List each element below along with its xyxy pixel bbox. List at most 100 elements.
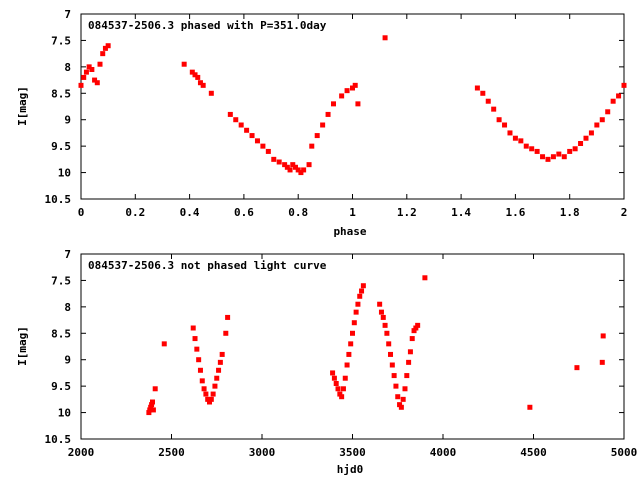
data-point: [529, 146, 535, 152]
data-point: [192, 336, 198, 342]
data-point: [212, 383, 218, 389]
y-tick-group: 7 7.5 8 8.5 9 9.5 10 10.5: [45, 8, 624, 206]
data-point: [594, 122, 600, 128]
data-point: [344, 362, 350, 368]
x-tick-label: 5000: [611, 446, 638, 459]
data-point: [265, 148, 271, 154]
data-point: [295, 167, 301, 173]
y-tick-label: 9: [64, 114, 71, 127]
chart-unphased: 084537-2506.3 not phased light curve 200…: [16, 248, 637, 476]
x-axis-label: phase: [333, 225, 366, 238]
data-point: [339, 394, 345, 400]
data-point: [561, 154, 567, 160]
data-point: [196, 357, 202, 363]
data-point: [407, 349, 413, 355]
data-point: [210, 391, 216, 397]
data-point: [337, 391, 343, 397]
data-point: [150, 407, 156, 413]
data-point: [382, 322, 388, 328]
data-point: [350, 85, 355, 91]
data-point: [491, 106, 497, 112]
data-point: [290, 162, 296, 168]
data-point: [208, 396, 214, 402]
data-point: [339, 93, 345, 99]
data-point: [287, 167, 293, 173]
data-point: [359, 288, 365, 294]
data-point: [578, 141, 584, 146]
x-tick-label: 1: [349, 206, 356, 219]
data-point: [225, 314, 231, 320]
y-tick-label: 8.5: [51, 87, 71, 100]
data-point: [197, 367, 203, 373]
data-point: [233, 117, 239, 123]
data-point: [260, 143, 266, 149]
data-point: [330, 101, 336, 107]
data-point: [507, 130, 513, 136]
x-tick-label: 3500: [339, 446, 366, 459]
data-point: [605, 109, 611, 115]
data-point: [197, 80, 203, 86]
data-point: [149, 402, 155, 408]
data-point: [249, 133, 255, 139]
data-point: [388, 351, 394, 357]
data-point: [152, 386, 158, 392]
data-point: [397, 402, 403, 408]
data-point: [282, 162, 288, 168]
data-point: [404, 373, 410, 379]
y-tick-label: 10: [58, 407, 71, 420]
data-point: [572, 146, 578, 152]
data-point: [81, 74, 87, 80]
data-point: [588, 130, 594, 136]
data-point: [208, 90, 214, 96]
data-point: [298, 170, 304, 176]
y-axis-label: I[mag]: [16, 86, 29, 126]
y-tick-label: 8: [64, 61, 71, 74]
data-point: [518, 138, 524, 144]
data-point: [386, 341, 392, 347]
y-tick-label: 10.5: [45, 433, 72, 446]
data-point: [409, 336, 415, 342]
data-point: [271, 156, 277, 162]
data-point: [192, 72, 198, 78]
data-point: [205, 396, 211, 402]
data-point: [355, 301, 361, 307]
data-point: [360, 283, 366, 289]
data-point: [207, 399, 213, 405]
y-tick-group: 7 7.5 8 8.5 9 9.5 10 10.5: [45, 248, 624, 446]
data-point: [331, 375, 337, 381]
data-point: [244, 127, 250, 133]
data-point: [276, 159, 282, 165]
data-point: [227, 111, 233, 117]
data-point: [284, 164, 290, 170]
y-tick-label: 10: [58, 167, 71, 180]
data-point: [254, 138, 260, 144]
data-point: [351, 320, 357, 326]
x-tick-label: 4000: [430, 446, 457, 459]
data-point: [527, 404, 533, 410]
data-point: [181, 61, 187, 67]
y-tick-label: 9.5: [51, 380, 71, 393]
x-tick-label: 1.6: [505, 206, 525, 219]
data-point: [415, 322, 421, 328]
data-point: [223, 330, 229, 336]
y-tick-label: 7: [64, 248, 71, 261]
data-point: [94, 80, 100, 86]
data-point: [148, 404, 154, 410]
x-tick-label: 0.4: [180, 206, 200, 219]
x-tick-label: 2: [621, 206, 628, 219]
data-point: [583, 135, 589, 141]
x-axis-label: hjd0: [337, 463, 364, 476]
x-tick-label: 0.6: [234, 206, 254, 219]
data-point: [330, 370, 336, 376]
data-point: [100, 51, 106, 57]
y-tick-label: 7.5: [51, 34, 71, 47]
data-point: [217, 359, 223, 365]
y-axis-label: I[mag]: [16, 326, 29, 366]
x-tick-label: 2500: [158, 446, 185, 459]
x-tick-label: 0.8: [288, 206, 308, 219]
y-tick-label: 7: [64, 8, 71, 21]
data-point: [190, 325, 196, 331]
data-point: [389, 362, 395, 368]
data-point: [147, 407, 153, 413]
